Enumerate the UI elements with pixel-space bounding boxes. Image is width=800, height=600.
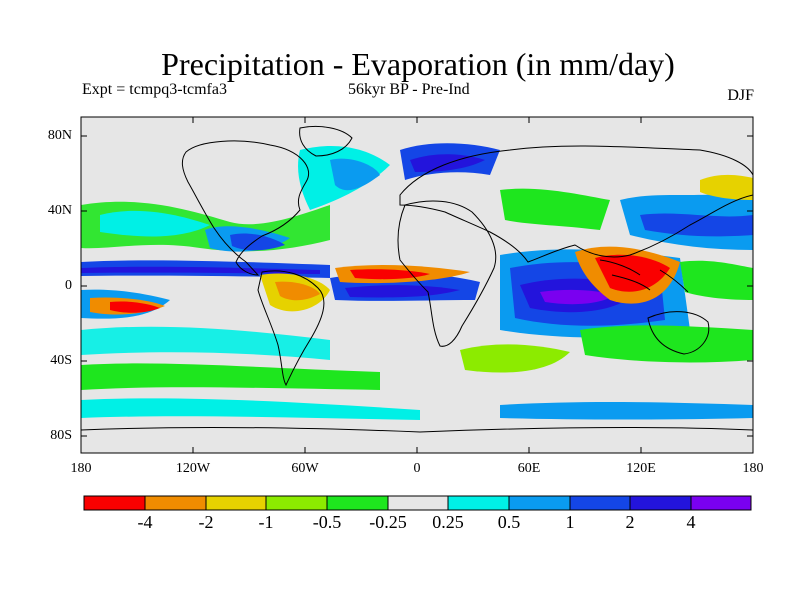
contour-darkblue-w-atlantic [230, 233, 285, 251]
lon-label-120e: 120E [626, 461, 656, 476]
contour-purple-indian-ocean [540, 289, 615, 305]
lon-label-60w: 60W [291, 461, 319, 476]
colorbar-swatch-4 [266, 496, 327, 510]
lat-label-40s: 40S [50, 353, 72, 368]
coast-greenland [299, 125, 353, 157]
colorbar-swatch-7 [448, 496, 509, 510]
contour-navy-itcz-pacific [81, 266, 320, 274]
experiment-label: Expt = tcmpq3-tcmfa3 [82, 81, 227, 98]
lon-label-60e: 60E [517, 461, 541, 476]
colorbar [83, 495, 752, 511]
lon-label-0: 0 [413, 461, 421, 476]
colorbar-swatch-11 [691, 496, 751, 510]
contour-blue-antarctic [500, 401, 753, 420]
colorbar-swatch-9 [570, 496, 630, 510]
lon-label-180w: 180 [70, 461, 92, 476]
colorbar-label-2: -2 [198, 512, 214, 532]
contour-darkblue-nw-pacific [640, 213, 753, 237]
coast-antarctica [81, 426, 753, 433]
colorbar-swatch-5 [327, 496, 388, 510]
colorbar-swatch-1 [84, 496, 145, 510]
contour-navy-atlantic-itcz [345, 285, 460, 298]
colorbar-swatch-2 [145, 496, 206, 510]
colorbar-label-10: 4 [686, 512, 696, 532]
contour-yellow-nw-pacific [700, 174, 753, 200]
colorbar-label-1: -4 [137, 512, 153, 532]
colorbar-frame [83, 495, 752, 511]
contour-lime-s-indian [460, 344, 570, 373]
lon-label-120w: 120W [175, 461, 211, 476]
lat-label-equator: 0 [65, 278, 72, 293]
coast-africa [397, 200, 497, 347]
colorbar-label-8: 1 [565, 512, 575, 532]
coastlines [81, 125, 753, 433]
coast-south-america [257, 270, 325, 387]
contour-green-southern-ocean [81, 363, 380, 390]
coast-north-america [181, 140, 310, 276]
colorbar-swatch-8 [509, 496, 570, 510]
colorbar-label-9: 2 [625, 512, 635, 532]
contour-blue-n-atlantic [330, 158, 380, 191]
axis-ticks [81, 117, 753, 453]
colorbar-swatch-6 [388, 496, 448, 510]
contour-cyan-antarctic [81, 398, 420, 420]
map-title: Precipitation - Evaporation (in mm/day) [161, 46, 675, 82]
contour-cyan-n-pacific [100, 210, 210, 237]
contour-green-asia [500, 188, 610, 230]
lon-label-180e: 180 [742, 461, 764, 476]
contour-cyan-s-pacific [81, 326, 330, 360]
coast-eurasia [399, 145, 753, 263]
coast-maritime-continent [599, 259, 689, 293]
contour-red-s-pacific [110, 301, 160, 313]
colorbar-label-4: -0.5 [312, 512, 342, 532]
colorbar-label-6: 0.25 [432, 512, 464, 532]
colorbar-swatch-10 [630, 496, 691, 510]
contour-green-s-indian [580, 325, 753, 363]
contour-red-warm-pool [595, 254, 670, 292]
colorbar-swatch-3 [206, 496, 266, 510]
lat-label-80s: 80S [50, 428, 72, 443]
colorbar-label-3: -1 [258, 512, 274, 532]
period-label: 56kyr BP - Pre-Ind [348, 81, 470, 98]
colorbar-label-7: 0.5 [497, 512, 521, 532]
coast-australia [647, 311, 710, 355]
colorbar-label-5: -0.25 [369, 512, 407, 532]
lat-label-80n: 80N [47, 128, 72, 143]
season-label: DJF [727, 87, 754, 104]
lat-label-40n: 40N [47, 203, 72, 218]
contour-orange-e-pacific [275, 281, 320, 301]
contour-field [81, 143, 753, 420]
contour-green-w-pacific [680, 260, 753, 300]
